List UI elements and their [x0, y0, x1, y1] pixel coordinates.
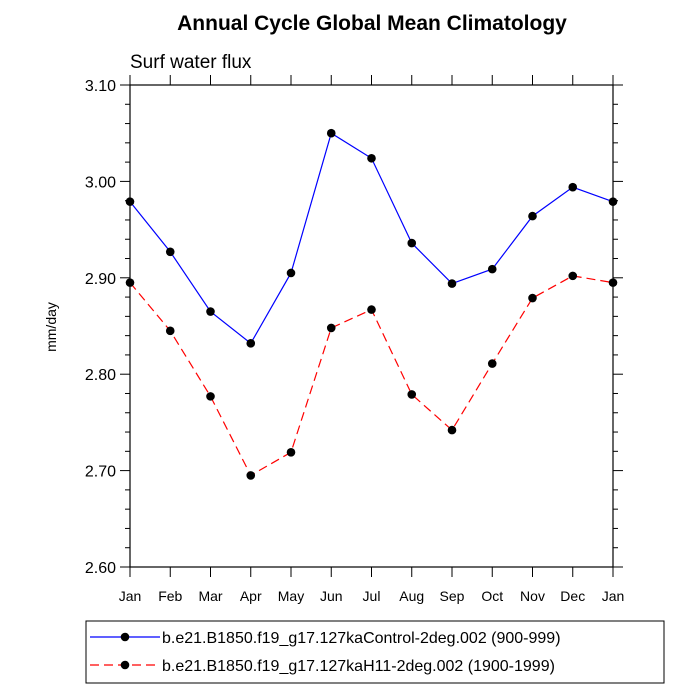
series-2-point: [528, 293, 537, 303]
x-tick-label: Jan: [602, 588, 625, 604]
series-layer: [125, 128, 618, 480]
series-1-point: [246, 339, 256, 348]
y-tick-label: 3.10: [85, 78, 116, 95]
series-2-point: [246, 471, 256, 480]
series-1-point: [326, 128, 336, 138]
series-1-point: [286, 268, 296, 278]
series-2-point: [568, 271, 578, 281]
series-1-point: [487, 264, 497, 274]
x-tick-label: Jul: [363, 588, 381, 604]
legend-label-1: b.e21.B1850.f19_g17.127kaControl-2deg.00…: [162, 630, 561, 647]
chart-title: Annual Cycle Global Mean Climatology: [177, 12, 567, 35]
y-tick-label: 2.80: [85, 367, 116, 384]
x-tick-label: Jan: [119, 588, 142, 604]
x-tick-label: Aug: [399, 588, 424, 604]
x-tick-label: Jun: [320, 588, 343, 604]
y-axis-label: mm/day: [43, 302, 59, 352]
x-axis: Jan Feb Mar Apr May Jun Jul Aug Sep Oct Nov Dec Jan: [119, 75, 625, 604]
series-1-point: [165, 247, 175, 257]
series-2-point: [487, 359, 497, 368]
y-tick-label: 3.00: [85, 174, 116, 191]
x-tick-label: Dec: [560, 588, 585, 604]
series-1-point: [206, 307, 215, 316]
series-1-point: [367, 153, 376, 163]
series-2-point: [206, 392, 215, 401]
x-tick-label: Feb: [158, 588, 182, 604]
x-tick-label: May: [278, 588, 304, 604]
series-1-point: [407, 238, 417, 248]
chart-subtitle: Surf water flux: [130, 52, 252, 73]
y-tick-label: 2.70: [85, 464, 116, 481]
x-tick-label: Sep: [440, 588, 465, 604]
series-2-point: [326, 323, 336, 333]
series-2-point: [286, 447, 296, 457]
series-1-point: [568, 182, 578, 192]
series-2-point: [407, 390, 417, 399]
x-tick-label: Apr: [240, 588, 262, 604]
x-tick-label: Mar: [198, 588, 222, 604]
series-1-point: [447, 279, 457, 288]
plot-frame: [129, 84, 614, 568]
series-2-point: [367, 305, 376, 314]
legend-marker-2: [120, 660, 130, 670]
x-tick-label: Oct: [481, 588, 503, 604]
x-tick-label: Nov: [520, 588, 545, 604]
y-axis: 2.60 2.70 2.80 2.90 3.00 3.10: [85, 78, 623, 577]
legend-marker-1: [120, 632, 130, 642]
series-1-point: [528, 211, 537, 221]
y-tick-label: 2.90: [85, 271, 116, 288]
series-2-point: [165, 326, 175, 336]
legend-label-2: b.e21.B1850.f19_g17.127kaH11-2deg.002 (1…: [162, 658, 555, 675]
legend: b.e21.B1850.f19_g17.127kaControl-2deg.00…: [85, 620, 665, 684]
legend-box: [85, 620, 665, 684]
series-2-point: [447, 425, 457, 435]
y-tick-label: 2.60: [85, 560, 116, 577]
